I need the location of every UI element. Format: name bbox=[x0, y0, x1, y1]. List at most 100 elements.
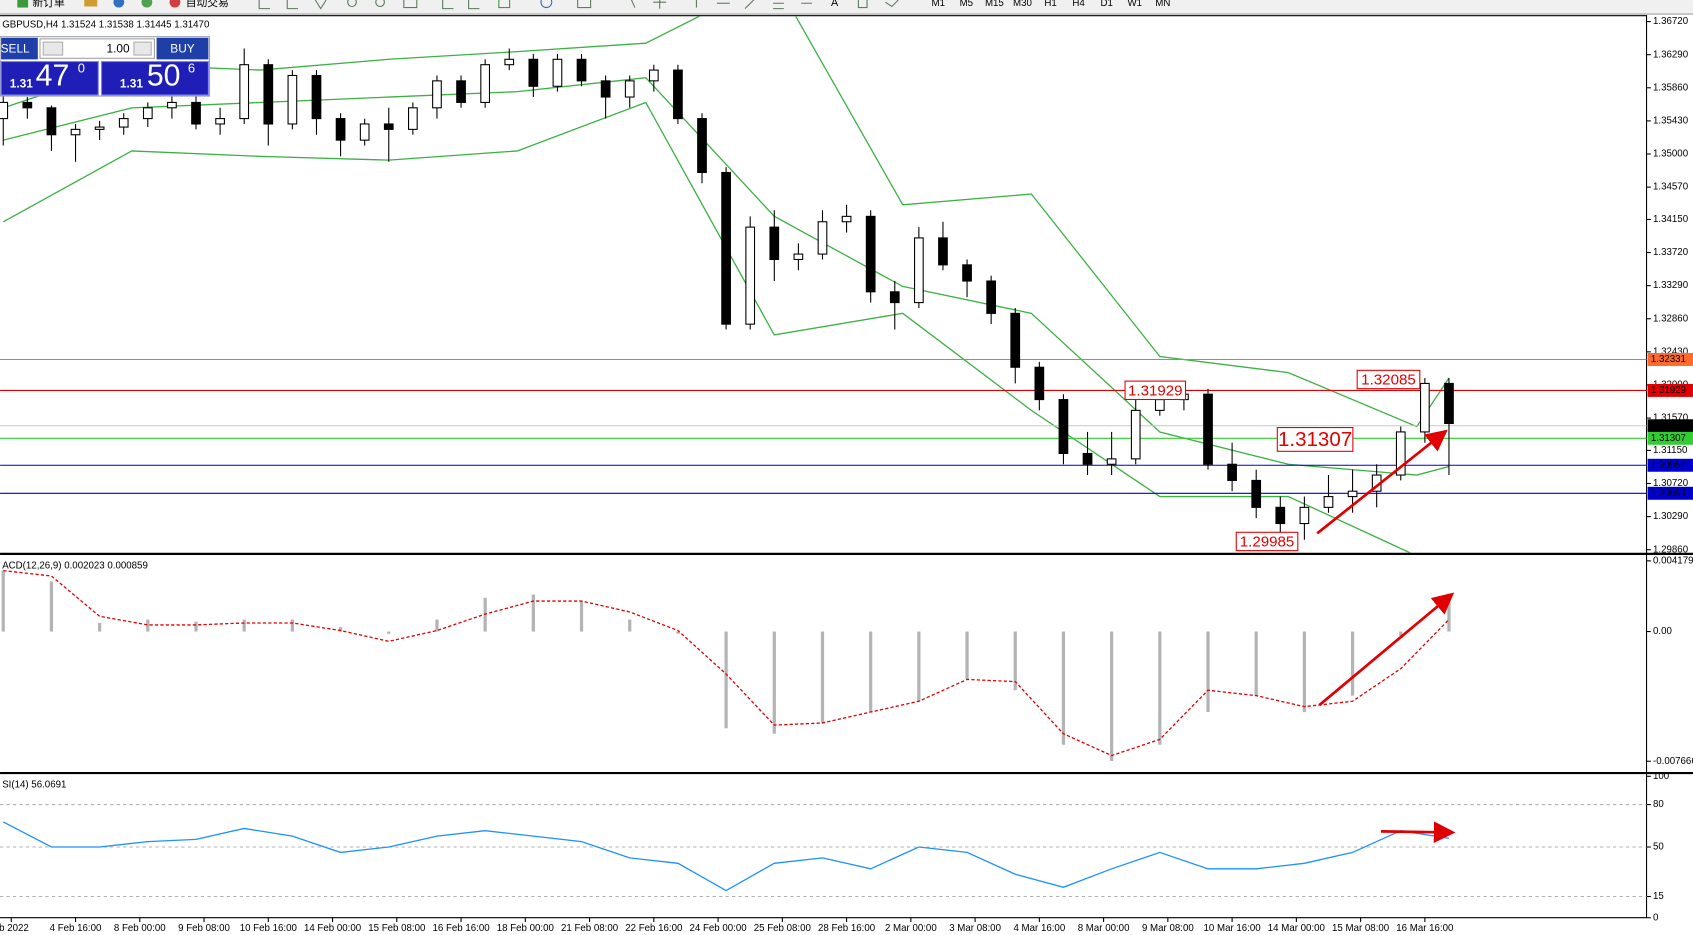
x-tick-label: 9 Feb 08:00 bbox=[178, 923, 230, 934]
timeframe-button[interactable]: M5 bbox=[960, 0, 973, 9]
auto-trading-button[interactable]: 自动交易 bbox=[186, 0, 229, 9]
fibo-icon[interactable] bbox=[801, 0, 812, 4]
chart-area bbox=[0, 15, 1647, 918]
cursor-icon[interactable] bbox=[630, 0, 636, 8]
candle-body bbox=[263, 64, 274, 125]
text-tool[interactable]: A bbox=[831, 0, 839, 9]
histogram-bar bbox=[338, 627, 343, 632]
indicator-icon[interactable] bbox=[498, 0, 511, 9]
candle-body bbox=[817, 221, 828, 255]
tool-icon[interactable] bbox=[314, 0, 327, 10]
zoom-out[interactable] bbox=[375, 0, 385, 8]
candle-body bbox=[914, 237, 924, 304]
trend-arrow[interactable] bbox=[1318, 592, 1455, 707]
y-tick-label: 0 bbox=[1653, 912, 1659, 923]
lots-increase[interactable] bbox=[133, 41, 152, 56]
histogram-bar bbox=[1447, 594, 1451, 632]
panel-title: ACD(12,26,9) 0.002023 0.000859 bbox=[2, 560, 148, 571]
candle-body bbox=[359, 123, 370, 141]
indicator-line bbox=[2, 821, 1450, 892]
candle-body bbox=[1227, 463, 1237, 481]
toolbar-icon[interactable] bbox=[84, 0, 98, 7]
sell-label: SELL bbox=[1, 41, 30, 55]
tool-icon[interactable] bbox=[468, 0, 480, 10]
candle-body bbox=[889, 291, 900, 304]
auto-trading-icon[interactable] bbox=[169, 0, 181, 8]
price-annotation[interactable]: 1.31307 bbox=[1278, 428, 1352, 451]
price-axis: 100 80 50 15 0 bbox=[1646, 771, 1670, 923]
y-tick-label: 1.35430 bbox=[1653, 115, 1689, 126]
period-icon[interactable] bbox=[540, 0, 553, 9]
price-annotation[interactable]: 1.29985 bbox=[1240, 534, 1295, 551]
y-tick-label: 0.00 bbox=[1653, 626, 1672, 637]
histogram-bar bbox=[579, 601, 584, 632]
candle-body bbox=[408, 107, 418, 130]
timeframe-button[interactable]: MN bbox=[1155, 0, 1170, 9]
trendline-icon[interactable] bbox=[744, 0, 756, 10]
timeframe-button[interactable]: M15 bbox=[985, 0, 1004, 9]
candle-body bbox=[793, 253, 804, 261]
y-tick-label: 1.33290 bbox=[1653, 280, 1689, 291]
timeframe-button[interactable]: M1 bbox=[932, 0, 945, 9]
toolbar-icon[interactable] bbox=[113, 0, 125, 8]
toolbar bbox=[0, 0, 1693, 15]
trend-arrow[interactable] bbox=[1380, 821, 1456, 843]
tool-icon[interactable] bbox=[442, 0, 454, 10]
y-tick-label: 100 bbox=[1653, 771, 1670, 782]
candle-body bbox=[1154, 399, 1165, 411]
candle-body bbox=[287, 74, 298, 125]
y-tick-label: 1.32430 bbox=[1653, 346, 1689, 357]
price-annotation[interactable]: 1.31929 bbox=[1128, 382, 1183, 399]
candle-body bbox=[552, 58, 563, 87]
y-tick-label: 1.36720 bbox=[1653, 16, 1689, 27]
candle-body bbox=[648, 69, 659, 82]
x-tick-label: 24 Feb 00:00 bbox=[689, 923, 747, 934]
lots-input[interactable] bbox=[39, 38, 155, 59]
trend-arrow[interactable] bbox=[1316, 429, 1448, 535]
candle-body bbox=[335, 118, 346, 141]
toolbar-icon[interactable] bbox=[141, 0, 153, 8]
channel-icon[interactable] bbox=[773, 0, 784, 10]
bid-box[interactable] bbox=[0, 61, 99, 96]
candle-body bbox=[1395, 431, 1406, 476]
shapes-icon[interactable] bbox=[885, 0, 899, 8]
tool-icon[interactable] bbox=[258, 0, 270, 10]
lots-decrease[interactable] bbox=[42, 41, 64, 56]
tool-icon[interactable] bbox=[286, 0, 299, 10]
zoom-in[interactable] bbox=[347, 0, 357, 8]
new-order-button[interactable]: 新订单 bbox=[32, 0, 65, 9]
x-tick-label: 16 Feb 16:00 bbox=[432, 923, 490, 934]
template-icon[interactable] bbox=[577, 0, 592, 9]
histogram-bar bbox=[194, 621, 198, 632]
ask-box[interactable] bbox=[100, 61, 209, 96]
timeframe-button[interactable]: W1 bbox=[1127, 0, 1142, 9]
candle-body bbox=[962, 264, 972, 282]
buy-button[interactable] bbox=[156, 37, 209, 60]
price-level-box bbox=[1647, 431, 1693, 445]
timeframe-button[interactable]: H1 bbox=[1044, 0, 1056, 9]
candle-body bbox=[1299, 506, 1310, 525]
timeframe-button[interactable]: H4 bbox=[1072, 0, 1085, 9]
histogram-bar bbox=[917, 631, 921, 702]
y-tick-label: 80 bbox=[1653, 799, 1664, 810]
histogram-bar bbox=[1399, 631, 1403, 636]
label-icon[interactable] bbox=[857, 0, 868, 9]
histogram-bar bbox=[49, 581, 54, 632]
price-level-label: 1.31307 bbox=[1651, 433, 1686, 444]
candle-body bbox=[142, 107, 153, 120]
timeframe-button[interactable]: D1 bbox=[1100, 0, 1112, 9]
candle-body bbox=[528, 58, 539, 87]
x-tick-label: 16 Mar 16:00 bbox=[1396, 923, 1454, 934]
new-order-icon[interactable] bbox=[17, 0, 29, 8]
timeframe-button[interactable]: M30 bbox=[1013, 0, 1032, 9]
x-tick-label: 18 Feb 00:00 bbox=[497, 923, 555, 934]
panel-title: SI(14) 56.0691 bbox=[2, 779, 66, 790]
price-annotation-box bbox=[1356, 369, 1421, 390]
price-annotation[interactable]: 1.32085 bbox=[1361, 372, 1416, 389]
crosshair-icon[interactable] bbox=[653, 0, 667, 9]
tile-icon[interactable] bbox=[403, 0, 418, 9]
x-tick-label: 28 Feb 16:00 bbox=[818, 923, 876, 934]
sell-button[interactable] bbox=[1, 37, 38, 60]
